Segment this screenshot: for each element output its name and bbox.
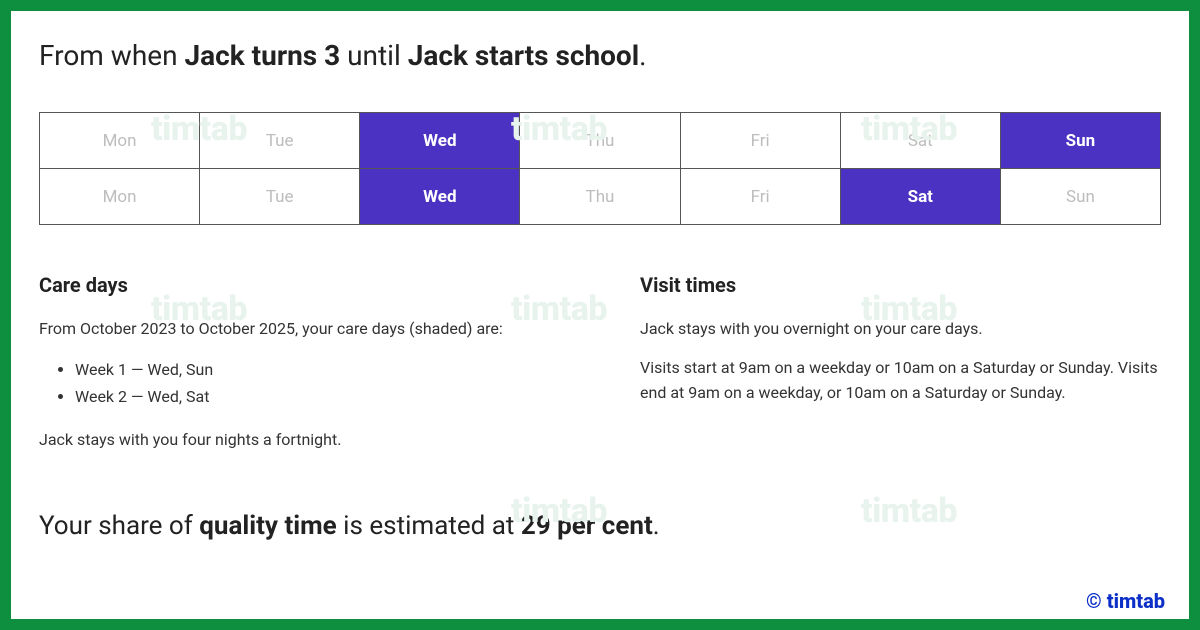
schedule-cell: Sat [840,169,1000,225]
schedule-cell: Fri [680,113,840,169]
document-frame: timtabtimtabtimtabtimtabtimtabtimtabtimt… [0,0,1200,630]
copyright: © timtab [1086,589,1165,613]
list-item: Week 2 — Wed, Sat [75,383,560,410]
schedule-cell: Mon [40,113,200,169]
schedule-table: MonTueWedThuFriSatSunMonTueWedThuFriSatS… [39,112,1161,225]
schedule-cell: Mon [40,169,200,225]
footline-bold1: quality time [199,511,337,541]
footline-middle: is estimated at [337,511,521,541]
headline-suffix: . [639,39,646,72]
visit-times-column: Visit times Jack stays with you overnigh… [640,273,1161,467]
visit-line-0: Jack stays with you overnight on your ca… [640,317,1161,342]
headline-middle: until [340,39,408,72]
schedule-cell: Thu [520,113,680,169]
schedule-row: MonTueWedThuFriSatSun [40,169,1161,225]
care-days-intro: From October 2023 to October 2025, your … [39,317,560,342]
schedule-cell: Thu [520,169,680,225]
headline-bold2: Jack starts school [408,39,639,72]
schedule-row: MonTueWedThuFriSatSun [40,113,1161,169]
footline-bold2: 29 per cent [521,511,653,541]
care-days-heading: Care days [39,273,560,297]
care-days-closing: Jack stays with you four nights a fortni… [39,428,560,453]
headline-bold1: Jack turns 3 [185,39,341,72]
headline-prefix: From when [39,39,185,72]
visit-line-1: Visits start at 9am on a weekday or 10am… [640,356,1161,406]
schedule-cell: Tue [200,113,360,169]
schedule-cell: Tue [200,169,360,225]
schedule-cell: Wed [360,169,520,225]
list-item: Week 1 — Wed, Sun [75,356,560,383]
schedule-cell: Sun [1000,169,1160,225]
care-days-column: Care days From October 2023 to October 2… [39,273,560,467]
footline: Your share of quality time is estimated … [39,511,1161,541]
schedule-cell: Sun [1000,113,1160,169]
care-days-list: Week 1 — Wed, SunWeek 2 — Wed, Sat [75,356,560,410]
visit-times-heading: Visit times [640,273,1161,297]
footline-suffix: . [653,511,660,541]
content-columns: Care days From October 2023 to October 2… [39,273,1161,467]
schedule-cell: Wed [360,113,520,169]
schedule-cell: Sat [840,113,1000,169]
schedule-cell: Fri [680,169,840,225]
footline-prefix: Your share of [39,511,199,541]
headline: From when Jack turns 3 until Jack starts… [39,39,1161,72]
